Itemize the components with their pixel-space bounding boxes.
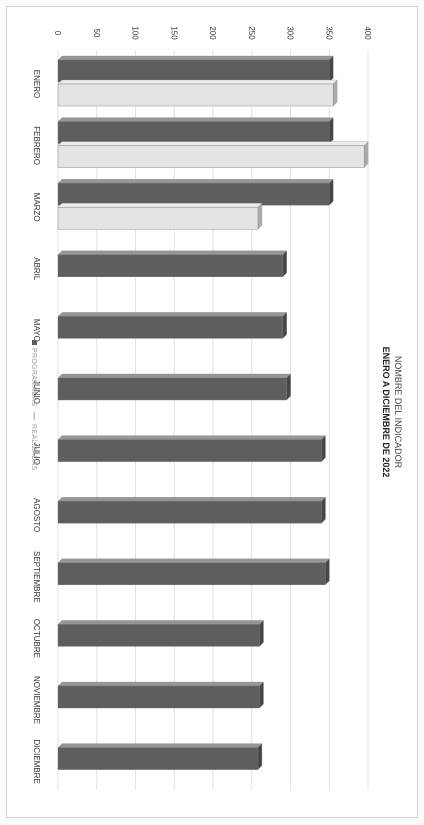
category-label: SEPTIEMBRE xyxy=(32,551,41,603)
category-label: JULIO xyxy=(32,442,41,465)
bar-top-face xyxy=(57,250,288,255)
bar-front-face xyxy=(57,377,287,401)
bar-end-face xyxy=(329,55,334,83)
bar-top-face xyxy=(57,179,334,184)
bar-top-face xyxy=(57,620,264,625)
bar-programadas xyxy=(57,250,288,278)
bar-end-face xyxy=(332,79,338,107)
chart-title: NOMBRE DEL INDICADOR xyxy=(393,356,403,469)
bar-top-face xyxy=(57,141,369,146)
category-label: ENERO xyxy=(32,70,41,98)
tick-label: 0 xyxy=(53,31,62,36)
bar-programadas xyxy=(57,558,330,586)
tick-label: 50 xyxy=(92,29,101,38)
bar-front-face xyxy=(57,121,330,144)
bar-end-face xyxy=(329,117,334,144)
legend-swatch-realizadas xyxy=(33,412,35,420)
category-label: MAYO xyxy=(32,319,41,342)
gridlines xyxy=(57,50,369,790)
bar-front-face xyxy=(57,182,330,206)
category-labels: ENERO FEBRERO MARZO ABRIL MAYO JUNIO JULIO AGOS… xyxy=(32,70,41,784)
bar-front-face xyxy=(57,59,330,83)
bar-end-face xyxy=(329,178,334,206)
bar-end-face xyxy=(257,743,263,770)
bar-top-face xyxy=(57,497,326,502)
bars xyxy=(57,55,369,770)
bar-top-face xyxy=(57,79,338,85)
bar-front-face xyxy=(57,624,260,647)
bar-programadas xyxy=(57,312,288,339)
legend-label-programadas: PROGRAMADAS xyxy=(30,348,37,407)
category-label: AGOSTO xyxy=(32,498,41,532)
bar-realizadas xyxy=(57,79,338,107)
bar-programadas xyxy=(57,743,263,770)
bar-programadas xyxy=(57,435,326,462)
bar-top-face xyxy=(57,435,326,440)
bar-realizadas xyxy=(57,202,263,230)
tick-label: 300 xyxy=(286,26,295,40)
bar-top-face xyxy=(57,681,264,687)
bar-front-face xyxy=(57,206,259,230)
bar-programadas xyxy=(57,373,291,401)
legend-swatch-programadas xyxy=(32,340,37,345)
bar-programadas xyxy=(57,681,264,709)
category-label: ABRIL xyxy=(32,257,41,281)
legend: PROGRAMADAS REALIZADAS xyxy=(30,340,37,471)
bar-front-face xyxy=(57,83,334,107)
tick-label: 400 xyxy=(363,26,372,40)
bar-end-face xyxy=(325,558,330,586)
bar-programadas xyxy=(57,117,334,144)
bar-end-face xyxy=(321,496,326,524)
bar-end-face xyxy=(282,312,287,339)
bar-end-face xyxy=(257,202,263,230)
tick-label: 250 xyxy=(247,26,256,40)
bar-end-face xyxy=(321,435,326,462)
bar-top-face xyxy=(57,558,330,563)
bar-end-face xyxy=(282,250,287,278)
bar-top-face xyxy=(57,55,334,61)
bar-programadas xyxy=(57,55,334,83)
bar-front-face xyxy=(57,254,283,278)
value-axis-ticks: 0 50 100 150 200 250 300 350 400 xyxy=(53,26,372,40)
bar-programadas xyxy=(57,620,264,647)
bar-end-face xyxy=(286,373,291,401)
bar-top-face xyxy=(57,117,334,122)
category-label: OCTUBRE xyxy=(32,619,41,658)
bar-front-face xyxy=(57,685,260,709)
bar-front-face xyxy=(57,501,322,524)
bar-programadas xyxy=(57,496,326,524)
bar-top-face xyxy=(57,373,291,379)
tick-label: 100 xyxy=(131,26,140,40)
bar-front-face xyxy=(57,316,283,339)
bar-end-face xyxy=(259,620,264,647)
bar-top-face xyxy=(57,203,263,208)
chart-subtitle: ENERO A DICIEMBRE DE 2022 xyxy=(381,347,391,478)
tick-label: 200 xyxy=(208,26,217,40)
tick-label: 150 xyxy=(169,26,178,40)
bar-front-face xyxy=(57,747,259,770)
category-label: JUNIO xyxy=(32,380,41,404)
category-label: FEBRERO xyxy=(32,126,41,165)
bar-top-face xyxy=(57,312,288,317)
tick-label: 350 xyxy=(324,26,333,40)
bar-programadas xyxy=(57,178,334,206)
category-label: MARZO xyxy=(32,193,41,222)
bar-front-face xyxy=(57,562,326,585)
bar-top-face xyxy=(57,743,263,748)
bar-front-face xyxy=(57,439,322,462)
category-label: DICIEMBRE xyxy=(32,739,41,783)
legend-label-realizadas: REALIZADAS xyxy=(30,424,37,471)
bar-end-face xyxy=(363,141,369,168)
bar-end-face xyxy=(259,681,264,709)
bar-front-face xyxy=(57,145,365,168)
bar-realizadas xyxy=(57,141,369,168)
category-label: NOVIEMBRE xyxy=(32,676,41,724)
